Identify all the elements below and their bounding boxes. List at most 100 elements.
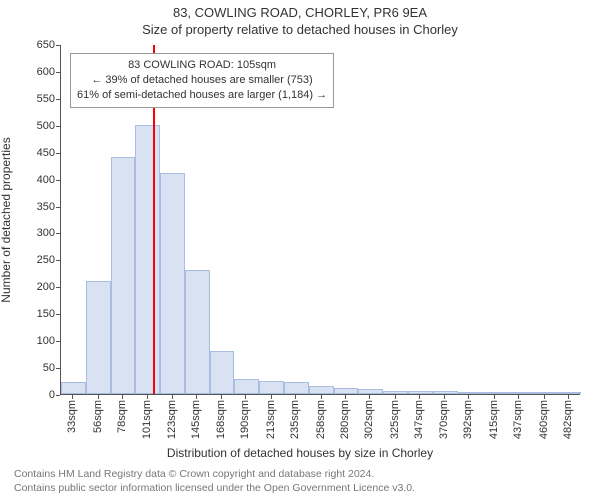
x-tick-label: 258sqm	[315, 400, 327, 439]
x-tick-label: 235sqm	[289, 400, 301, 439]
histogram-bar	[458, 392, 483, 394]
x-tick-label: 370sqm	[438, 400, 450, 439]
y-tick-label: 200	[15, 281, 55, 293]
y-tick-label: 300	[15, 227, 55, 239]
y-tick-label: 350	[15, 201, 55, 213]
y-axis-label: Number of detached properties	[0, 137, 13, 302]
y-tick-mark	[56, 341, 60, 342]
y-tick-label: 100	[15, 335, 55, 347]
x-tick-mark	[172, 395, 173, 399]
x-tick-mark	[568, 395, 569, 399]
x-tick-mark	[345, 395, 346, 399]
x-tick-mark	[369, 395, 370, 399]
histogram-bar	[532, 392, 557, 394]
histogram-bar	[482, 392, 507, 394]
x-tick-mark	[444, 395, 445, 399]
x-tick-mark	[72, 395, 73, 399]
y-tick-mark	[56, 368, 60, 369]
x-tick-mark	[147, 395, 148, 399]
x-tick-mark	[395, 395, 396, 399]
y-tick-label: 450	[15, 147, 55, 159]
x-tick-mark	[518, 395, 519, 399]
histogram-bar	[284, 382, 309, 394]
y-tick-mark	[56, 153, 60, 154]
y-tick-mark	[56, 45, 60, 46]
y-tick-mark	[56, 233, 60, 234]
y-tick-mark	[56, 99, 60, 100]
histogram-bar	[408, 391, 433, 394]
annotation-line2: ← 39% of detached houses are smaller (75…	[77, 73, 327, 88]
y-tick-mark	[56, 287, 60, 288]
histogram-bar	[383, 391, 408, 394]
annotation-line1: 83 COWLING ROAD: 105sqm	[77, 58, 327, 73]
x-tick-label: 325sqm	[389, 400, 401, 439]
x-tick-label: 213sqm	[265, 400, 277, 439]
x-tick-mark	[122, 395, 123, 399]
histogram-bar	[309, 386, 334, 394]
histogram-bar	[557, 392, 582, 394]
x-tick-mark	[321, 395, 322, 399]
histogram-bar	[210, 351, 235, 394]
annotation-line3: 61% of semi-detached houses are larger (…	[77, 88, 327, 103]
histogram-bar	[507, 392, 532, 394]
x-tick-label: 460sqm	[538, 400, 550, 439]
x-tick-label: 56sqm	[92, 400, 104, 433]
footer-line1: Contains HM Land Registry data © Crown c…	[14, 468, 374, 480]
x-tick-label: 302sqm	[363, 400, 375, 439]
y-tick-label: 650	[15, 39, 55, 51]
y-tick-label: 550	[15, 93, 55, 105]
histogram-bar	[334, 388, 359, 394]
histogram-bar	[234, 379, 259, 394]
x-tick-label: 392sqm	[462, 400, 474, 439]
x-tick-mark	[544, 395, 545, 399]
annotation-box: 83 COWLING ROAD: 105sqm ← 39% of detache…	[70, 53, 334, 108]
x-tick-mark	[98, 395, 99, 399]
x-tick-label: 101sqm	[141, 400, 153, 439]
x-axis-label: Distribution of detached houses by size …	[0, 446, 600, 460]
x-tick-label: 123sqm	[166, 400, 178, 439]
histogram-bar	[135, 125, 160, 394]
y-tick-label: 0	[15, 389, 55, 401]
y-tick-label: 500	[15, 120, 55, 132]
page-title-line2: Size of property relative to detached ho…	[0, 22, 600, 37]
y-tick-label: 400	[15, 174, 55, 186]
y-tick-label: 600	[15, 66, 55, 78]
y-tick-mark	[56, 395, 60, 396]
y-tick-mark	[56, 126, 60, 127]
y-tick-mark	[56, 72, 60, 73]
histogram-bar	[61, 382, 86, 394]
histogram-bar	[259, 381, 284, 394]
histogram-bar	[86, 281, 111, 394]
x-tick-label: 145sqm	[190, 400, 202, 439]
x-tick-label: 347sqm	[413, 400, 425, 439]
x-tick-mark	[468, 395, 469, 399]
y-tick-mark	[56, 314, 60, 315]
histogram-bar	[433, 391, 458, 394]
x-tick-label: 437sqm	[512, 400, 524, 439]
x-tick-mark	[245, 395, 246, 399]
x-tick-label: 190sqm	[239, 400, 251, 439]
x-tick-mark	[196, 395, 197, 399]
x-tick-mark	[221, 395, 222, 399]
x-tick-mark	[494, 395, 495, 399]
y-tick-label: 150	[15, 308, 55, 320]
histogram-bar	[111, 157, 136, 394]
x-tick-label: 415sqm	[488, 400, 500, 439]
x-tick-label: 33sqm	[66, 400, 78, 433]
histogram-bar	[185, 270, 210, 394]
x-tick-mark	[271, 395, 272, 399]
y-tick-mark	[56, 207, 60, 208]
histogram-bar	[160, 173, 185, 394]
x-tick-label: 482sqm	[562, 400, 574, 439]
y-tick-mark	[56, 180, 60, 181]
y-tick-mark	[56, 260, 60, 261]
x-tick-label: 280sqm	[339, 400, 351, 439]
y-tick-label: 250	[15, 254, 55, 266]
x-tick-mark	[419, 395, 420, 399]
histogram-bar	[358, 389, 383, 394]
footer-line2: Contains public sector information licen…	[14, 482, 415, 494]
x-tick-mark	[295, 395, 296, 399]
page-title-line1: 83, COWLING ROAD, CHORLEY, PR6 9EA	[0, 5, 600, 20]
y-tick-label: 50	[15, 362, 55, 374]
x-tick-label: 168sqm	[215, 400, 227, 439]
